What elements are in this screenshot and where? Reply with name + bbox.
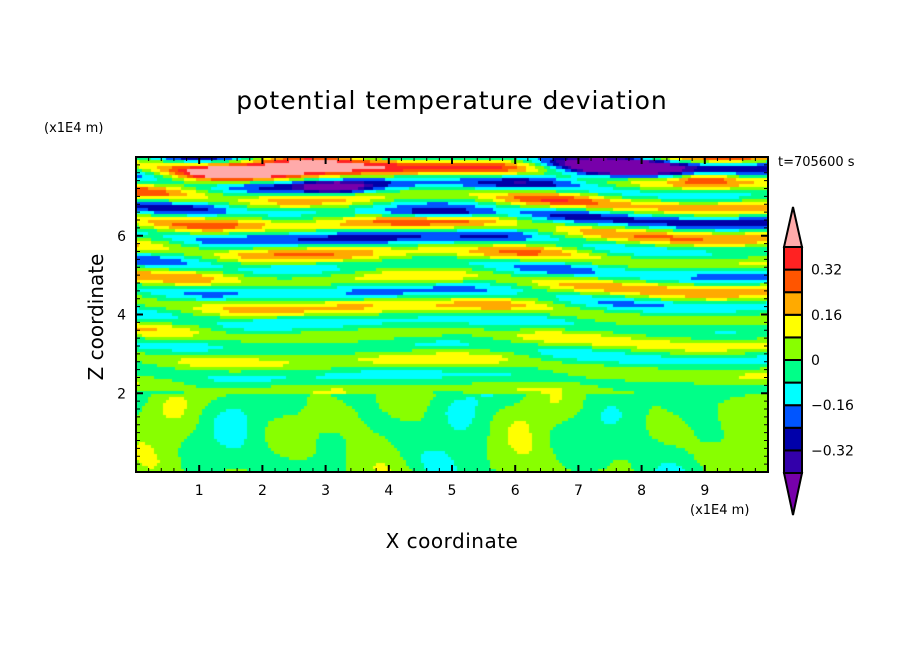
x-tick-label: 2	[258, 483, 267, 499]
x-tick-label: 6	[511, 483, 520, 499]
colorbar-extend-low	[782, 472, 804, 516]
colorbar-box	[783, 336, 803, 361]
colorbar-extend-high	[782, 206, 804, 248]
y-tick-label: 4	[117, 308, 126, 324]
x-tick-label: 4	[384, 483, 393, 499]
colorbar-box	[783, 268, 803, 294]
x-unit-label: (x1E4 m)	[690, 503, 750, 518]
y-unit-label: (x1E4 m)	[44, 121, 104, 136]
colorbar-tick-label: 0.16	[811, 308, 842, 324]
x-axis-label-text: X coordinate	[385, 529, 519, 553]
colorbar-tick-label: 0.32	[811, 263, 842, 279]
colorbar-box	[783, 381, 803, 407]
colorbar-box	[783, 426, 803, 452]
colorbar-box	[783, 404, 803, 429]
colorbar-tick-label: −0.32	[811, 443, 854, 459]
x-tick-label: 5	[448, 483, 457, 499]
x-tick-label: 1	[195, 483, 204, 499]
x-tick-label: 7	[574, 483, 583, 499]
y-tick-label: 2	[117, 386, 126, 402]
colorbar-box	[783, 359, 803, 384]
time-annotation: t=705600 s	[778, 155, 855, 170]
colorbar-box	[783, 246, 803, 271]
colorbar-box	[783, 449, 803, 474]
x-axis-label: X coordinate	[0, 529, 904, 553]
x-tick-label: 3	[321, 483, 330, 499]
x-tick-label: 9	[700, 483, 709, 499]
colorbar-tick-label: −0.16	[811, 398, 854, 414]
plot-frame	[135, 156, 769, 473]
x-tick-label: 8	[637, 483, 646, 499]
y-tick-label: 6	[117, 229, 126, 245]
contour-field	[136, 157, 768, 472]
colorbar-box	[783, 291, 803, 316]
chart-title: potential temperature deviation	[236, 86, 668, 115]
colorbar-box	[783, 313, 803, 339]
colorbar-tick-label: 0	[811, 353, 820, 369]
